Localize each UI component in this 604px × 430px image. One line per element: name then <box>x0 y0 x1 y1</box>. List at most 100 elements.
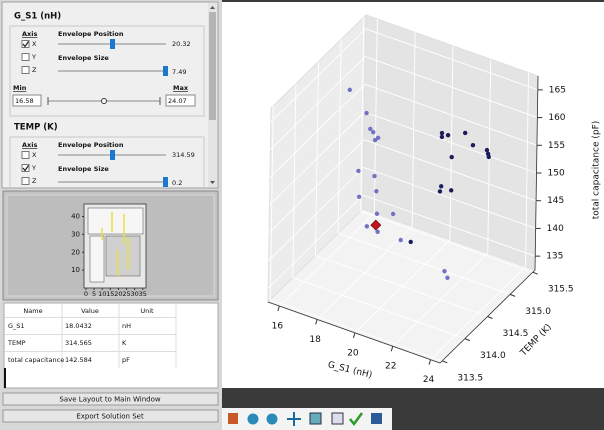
data-point[interactable] <box>438 184 444 189</box>
grid-line <box>269 83 538 178</box>
data-point[interactable] <box>448 188 454 193</box>
slider-thumb[interactable] <box>110 150 115 160</box>
minimap-y-tick-label: 30 <box>71 230 80 238</box>
data-point[interactable] <box>375 135 381 141</box>
button[interactable] <box>2 409 219 423</box>
checkbox-label: Z <box>32 66 37 74</box>
data-point[interactable] <box>372 137 378 143</box>
zoom-button[interactable] <box>309 412 322 425</box>
z-tick-label: 135 <box>546 252 563 262</box>
slider-value: 20.32 <box>172 40 191 48</box>
data-point[interactable] <box>408 239 413 245</box>
z-tick-label: 165 <box>549 85 566 95</box>
data-point[interactable] <box>374 189 379 194</box>
minimap-trace <box>101 212 129 276</box>
data-point[interactable] <box>486 154 491 160</box>
save-button[interactable] <box>371 413 382 424</box>
axis-heading: Axis <box>22 30 37 38</box>
column-header: Unit <box>140 307 154 315</box>
grid-line <box>269 111 537 206</box>
checkbox-label: X <box>32 151 37 159</box>
checkbox[interactable] <box>21 53 30 61</box>
section-frame <box>9 25 205 117</box>
data-point[interactable] <box>449 154 454 160</box>
x-tick-label: 18 <box>309 335 321 345</box>
table-cell: 314.565 <box>65 339 92 347</box>
pan-button[interactable] <box>287 412 301 426</box>
range-ends <box>47 97 161 105</box>
highlight-point[interactable] <box>370 219 382 231</box>
forward-button[interactable] <box>266 413 278 425</box>
data-point[interactable] <box>439 130 445 136</box>
data-point[interactable] <box>398 237 403 243</box>
button[interactable] <box>2 392 219 406</box>
min-input[interactable] <box>12 94 42 107</box>
y-tick <box>509 293 516 297</box>
data-point[interactable] <box>445 275 450 280</box>
data-point[interactable] <box>445 133 451 138</box>
data-point[interactable] <box>442 268 447 274</box>
button-label[interactable]: Save Layout to Main Window <box>59 396 160 404</box>
data-point[interactable] <box>364 224 370 229</box>
checkbox[interactable] <box>21 177 30 185</box>
slider-thumb[interactable] <box>163 66 168 76</box>
max-input[interactable] <box>165 94 196 107</box>
scrollbar-thumb[interactable] <box>209 12 216 120</box>
button-label[interactable]: Export Solution Set <box>76 413 144 421</box>
x-tick-label: 24 <box>423 375 435 385</box>
range-thumb[interactable] <box>101 98 107 104</box>
data-point[interactable] <box>462 130 468 136</box>
column-header: Name <box>23 307 42 315</box>
axis-line <box>267 75 539 364</box>
data-point[interactable] <box>372 173 377 179</box>
minimap-x-tick-label: 20 <box>114 290 122 298</box>
minimap-x-tick-label: 15 <box>106 290 114 298</box>
x-tick <box>428 359 432 365</box>
checkbox[interactable] <box>21 66 30 74</box>
home-button[interactable] <box>228 413 238 424</box>
data-point[interactable] <box>356 168 361 174</box>
grid-line <box>270 28 538 123</box>
table-cell: nH <box>122 322 131 330</box>
y-tick <box>464 338 471 342</box>
data-point[interactable] <box>484 147 490 153</box>
slider-value: 314.59 <box>172 151 195 159</box>
result-table: Name Value Unit G_S1 18.0432 nH TEMP 314.565 Kto… <box>5 304 177 368</box>
column-header: Value <box>81 307 99 315</box>
minimap-x-tick-label: 30 <box>131 290 139 298</box>
slider-value: 7.49 <box>172 68 186 76</box>
minimap-y-tick-label: 10 <box>71 266 80 274</box>
checkbox[interactable] <box>21 40 30 48</box>
checkbox[interactable] <box>21 151 30 159</box>
data-point[interactable] <box>364 110 369 116</box>
table-cell: TEMP <box>7 339 26 347</box>
max-heading: Max <box>173 84 189 92</box>
back-button[interactable] <box>247 413 259 425</box>
chart: 16 18 20 22 24 313.5 314.0 314.5 315.0 315.5 135 14… <box>267 13 602 385</box>
checkbox-label: Y <box>31 164 36 172</box>
slider-thumb[interactable] <box>110 39 115 49</box>
data-point[interactable] <box>374 211 380 216</box>
data-point[interactable] <box>390 211 396 217</box>
data-point[interactable] <box>371 130 376 135</box>
data-point[interactable] <box>347 87 352 93</box>
slider-thumb[interactable] <box>163 177 168 187</box>
data-point[interactable] <box>368 126 373 132</box>
table-cell: 18.0432 <box>65 322 92 330</box>
grid-line <box>268 167 536 261</box>
data-point[interactable] <box>470 142 476 148</box>
minimap-x-tick-label: 0 <box>84 290 88 298</box>
subplots-button[interactable] <box>331 412 344 425</box>
data-point[interactable] <box>439 134 445 140</box>
edit-button[interactable] <box>349 412 364 427</box>
checkbox[interactable] <box>21 164 30 172</box>
data-point[interactable] <box>375 229 380 235</box>
checkbox-label: X <box>32 40 37 48</box>
data-point[interactable] <box>437 189 443 194</box>
slider-heading: Envelope Size <box>58 54 109 62</box>
cursor <box>4 368 6 388</box>
data-point[interactable] <box>356 194 362 200</box>
minimap-x-tick-label: 5 <box>92 290 96 298</box>
